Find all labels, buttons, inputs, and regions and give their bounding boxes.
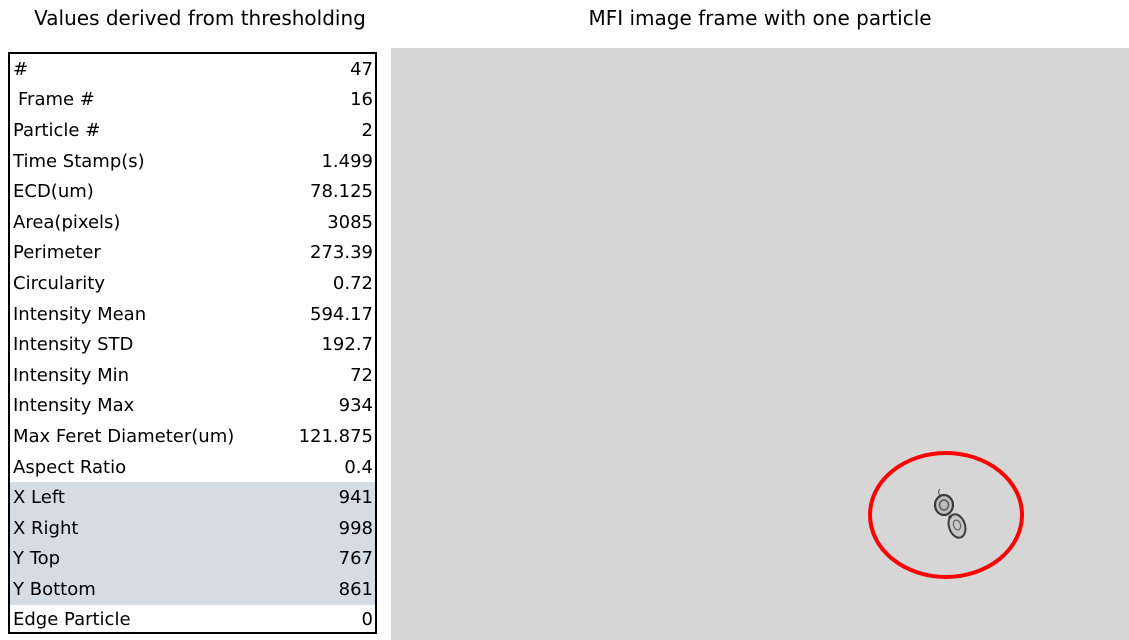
row-label: Area(pixels) bbox=[13, 211, 121, 233]
table-row: Area(pixels) 3085 bbox=[10, 207, 375, 238]
table-row: Intensity STD 192.7 bbox=[10, 329, 375, 360]
row-label: Intensity Max bbox=[13, 395, 135, 417]
table-row-highlighted: Y Top 767 bbox=[10, 543, 375, 575]
row-label: Max Feret Diameter(um) bbox=[13, 425, 235, 447]
row-value: 72 bbox=[350, 364, 373, 386]
row-label: Intensity Min bbox=[13, 364, 130, 386]
row-value: 3085 bbox=[327, 211, 373, 233]
row-label: X Right bbox=[13, 517, 79, 539]
image-title: MFI image frame with one particle bbox=[588, 6, 932, 30]
row-value: 16 bbox=[350, 89, 373, 111]
table-row: Particle # 2 bbox=[10, 115, 375, 146]
row-label: Particle # bbox=[13, 119, 101, 141]
row-label: Perimeter bbox=[13, 242, 101, 264]
particle bbox=[933, 488, 967, 539]
row-label: Intensity STD bbox=[13, 334, 134, 356]
particle-lobe-lower bbox=[947, 513, 967, 539]
row-label: Y Top bbox=[13, 548, 61, 570]
row-label: # bbox=[13, 58, 29, 80]
table-row-highlighted: X Right 998 bbox=[10, 512, 375, 544]
row-value: 941 bbox=[338, 487, 373, 509]
table-row-highlighted: X Left 941 bbox=[10, 482, 375, 513]
row-label: Circularity bbox=[13, 272, 106, 294]
row-label: Frame # bbox=[18, 89, 95, 111]
particle-image bbox=[868, 451, 1024, 579]
row-value: 934 bbox=[338, 395, 373, 417]
row-label: ECD(um) bbox=[13, 181, 94, 203]
row-value: 0 bbox=[361, 609, 373, 631]
row-value: 2 bbox=[361, 119, 373, 141]
table-row: Edge Particle 0 bbox=[10, 605, 375, 636]
mfi-image-frame bbox=[391, 48, 1129, 640]
row-value: 0.72 bbox=[332, 272, 373, 294]
table-row: # 47 bbox=[10, 54, 375, 85]
table-title: Values derived from thresholding bbox=[34, 6, 366, 30]
row-label: X Left bbox=[13, 487, 65, 509]
table-row: Intensity Max 934 bbox=[10, 391, 375, 422]
row-value: 273.39 bbox=[310, 242, 373, 264]
table-row: ECD(um) 78.125 bbox=[10, 176, 375, 207]
row-value: 0.4 bbox=[344, 456, 373, 478]
row-label: Y Bottom bbox=[13, 578, 96, 600]
table-row: Intensity Mean 594.17 bbox=[10, 299, 375, 330]
table-row: Perimeter 273.39 bbox=[10, 238, 375, 269]
table-row: Time Stamp(s) 1.499 bbox=[10, 146, 375, 177]
table-row-highlighted: Y Bottom 861 bbox=[10, 574, 375, 605]
row-value: 78.125 bbox=[310, 181, 373, 203]
row-value: 47 bbox=[350, 58, 373, 80]
row-value: 861 bbox=[338, 578, 373, 600]
row-value: 192.7 bbox=[321, 334, 373, 356]
table-row: Max Feret Diameter(um) 121.875 bbox=[10, 421, 375, 452]
table-row: Intensity Min 72 bbox=[10, 360, 375, 391]
row-label: Intensity Mean bbox=[13, 303, 147, 325]
particle-lobe-upper bbox=[933, 493, 955, 517]
row-label: Aspect Ratio bbox=[13, 456, 127, 478]
row-value: 1.499 bbox=[321, 150, 373, 172]
row-label: Edge Particle bbox=[13, 609, 131, 631]
particle-lobe-lower-inner bbox=[952, 519, 962, 531]
particle-junction bbox=[947, 514, 953, 520]
row-value: 594.17 bbox=[310, 303, 373, 325]
particle-tip bbox=[937, 488, 941, 496]
row-value: 998 bbox=[338, 517, 373, 539]
table-row: Aspect Ratio 0.4 bbox=[10, 452, 375, 483]
row-label: Time Stamp(s) bbox=[13, 150, 145, 172]
table-row: Circularity 0.72 bbox=[10, 268, 375, 299]
row-value: 121.875 bbox=[298, 425, 373, 447]
table-row: Frame # 16 bbox=[10, 85, 375, 116]
particle-lobe-upper-inner bbox=[938, 499, 950, 511]
row-value: 767 bbox=[338, 548, 373, 570]
values-table: # 47 Frame # 16 Particle # 2 Time Stamp(… bbox=[8, 52, 377, 634]
highlight-circle bbox=[868, 451, 1024, 579]
